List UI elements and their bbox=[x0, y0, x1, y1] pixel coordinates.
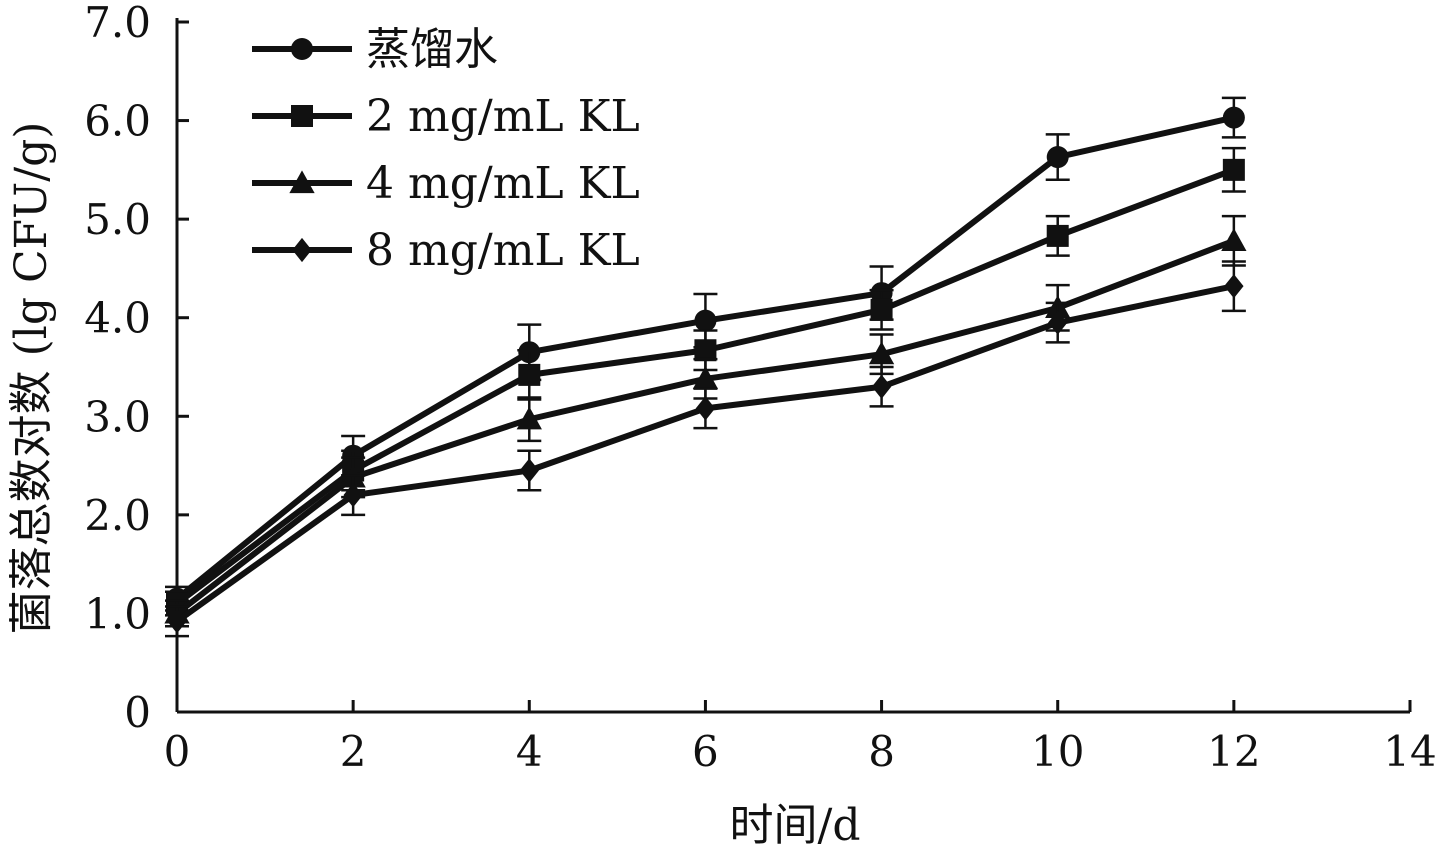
series-4 bbox=[165, 260, 1246, 638]
data-point bbox=[692, 366, 719, 389]
data-point bbox=[167, 609, 187, 634]
data-point bbox=[1046, 146, 1069, 169]
y-tick-label: 4.0 bbox=[84, 294, 151, 343]
y-tick-label: 2.0 bbox=[84, 491, 151, 540]
data-point bbox=[868, 341, 895, 365]
x-tick-label: 10 bbox=[1031, 727, 1084, 776]
marker-triangle bbox=[289, 170, 315, 194]
x-tick-label: 6 bbox=[692, 727, 719, 776]
x-tick-label: 8 bbox=[868, 727, 895, 776]
data-point bbox=[1221, 228, 1247, 251]
data-point bbox=[343, 483, 363, 508]
data-point bbox=[1222, 106, 1245, 129]
x-tick-label: 0 bbox=[164, 727, 191, 776]
legend: 蒸馏水 2 mg/mL KL 4 mg/mL KL 8 mg/mL KL bbox=[252, 24, 640, 276]
data-point bbox=[694, 339, 717, 362]
data-point bbox=[870, 298, 893, 321]
legend-item-4: 8 mg/mL KL bbox=[252, 225, 640, 276]
legend-item-3: 4 mg/mL KL bbox=[252, 158, 640, 209]
data-point bbox=[1048, 310, 1068, 335]
data-point bbox=[694, 309, 717, 332]
data-point bbox=[695, 396, 716, 421]
y-tick-label: 0 bbox=[124, 688, 151, 737]
marker-circle bbox=[291, 38, 313, 60]
x-tick-label: 2 bbox=[340, 727, 367, 776]
x-axis-title: 时间/d bbox=[730, 800, 861, 848]
data-point bbox=[516, 406, 542, 430]
legend-label: 蒸馏水 bbox=[366, 24, 498, 75]
legend-label: 8 mg/mL KL bbox=[366, 225, 640, 276]
data-point bbox=[518, 363, 541, 386]
x-tick-label: 14 bbox=[1383, 727, 1435, 776]
marker-diamond bbox=[292, 237, 312, 263]
legend-item-2: 2 mg/mL KL bbox=[252, 91, 640, 142]
data-point bbox=[871, 374, 892, 399]
data-point bbox=[1222, 158, 1245, 181]
y-tick-label: 5.0 bbox=[84, 195, 151, 244]
x-tick-label: 4 bbox=[516, 727, 543, 776]
legend-label: 2 mg/mL KL bbox=[366, 91, 640, 142]
y-tick-label: 3.0 bbox=[84, 392, 151, 441]
x-tick-label: 12 bbox=[1207, 727, 1260, 776]
data-point bbox=[519, 458, 539, 483]
marker-square bbox=[291, 105, 313, 127]
legend-item-1: 蒸馏水 bbox=[252, 24, 498, 75]
y-tick-label: 6.0 bbox=[84, 97, 151, 146]
axes: 0 2 4 6 8 10 12 14 0 1.0 2.0 3.0 4.0 5.0 6.0 7.0 bbox=[84, 0, 1435, 776]
y-tick-label: 1.0 bbox=[84, 589, 151, 638]
y-tick-label: 7.0 bbox=[84, 0, 151, 47]
data-point bbox=[1046, 224, 1069, 247]
series-layer bbox=[164, 96, 1247, 638]
y-axis-title: 菌落总数对数 (lg CFU/g) bbox=[6, 122, 57, 635]
legend-label: 4 mg/mL KL bbox=[366, 158, 640, 209]
data-point bbox=[1224, 274, 1244, 299]
